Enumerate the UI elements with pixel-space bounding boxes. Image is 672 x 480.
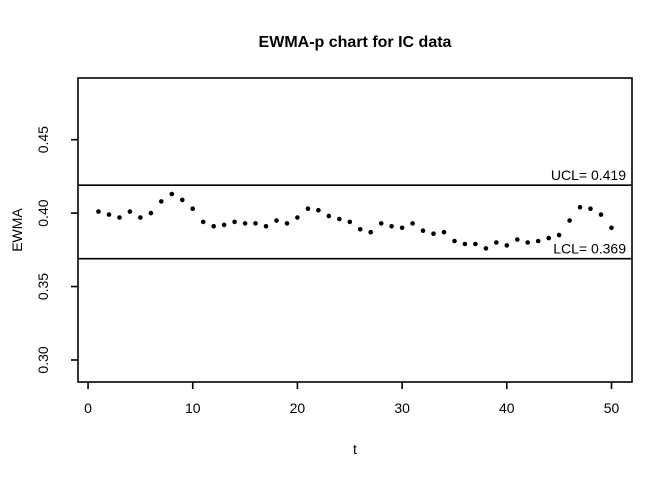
data-point	[242, 221, 248, 226]
data-point	[253, 221, 258, 226]
data-point	[525, 240, 530, 245]
data-point	[483, 246, 489, 251]
data-point	[221, 222, 227, 228]
x-tick-label: 30	[394, 400, 410, 416]
data-point	[326, 213, 332, 219]
data-point	[473, 241, 478, 247]
data-point	[284, 221, 290, 226]
data-point	[148, 210, 154, 216]
data-point	[211, 224, 216, 229]
x-tick-label: 40	[499, 400, 515, 416]
data-point	[441, 229, 447, 235]
data-point	[138, 215, 143, 220]
data-point	[263, 224, 269, 229]
data-point	[399, 225, 405, 231]
y-tick-label: 0.45	[35, 126, 51, 153]
y-tick-label: 0.30	[35, 346, 51, 373]
data-point	[462, 241, 468, 247]
plot-box	[77, 77, 633, 383]
data-point	[274, 218, 279, 223]
data-point	[190, 206, 195, 211]
data-point	[368, 229, 374, 235]
data-point	[232, 219, 237, 225]
chart-title: EWMA-p chart for IC data	[259, 34, 452, 51]
data-point	[515, 237, 520, 242]
data-point	[609, 225, 614, 231]
data-point	[431, 231, 436, 236]
data-point	[357, 227, 363, 232]
data-point	[316, 207, 321, 213]
data-point	[117, 215, 122, 220]
data-point	[106, 212, 112, 217]
data-point	[567, 218, 572, 223]
data-point	[305, 206, 311, 211]
x-tick-label: 10	[185, 400, 201, 416]
data-point	[504, 243, 510, 248]
x-axis-label: t	[353, 441, 357, 457]
data-point	[588, 206, 593, 211]
data-point	[127, 209, 133, 214]
chart-built-layer: 0 10 20 30 40 50 0.30 0.35 0.40 0.45	[35, 77, 633, 416]
data-point	[577, 204, 583, 210]
data-point	[180, 197, 185, 203]
data-point	[169, 191, 175, 197]
data-point	[295, 215, 300, 220]
data-point	[494, 240, 499, 245]
data-point	[347, 219, 353, 225]
data-point	[535, 238, 541, 244]
lcl-label: LCL= 0.369	[553, 241, 626, 257]
data-point	[159, 199, 164, 204]
data-point	[556, 232, 562, 238]
data-point	[96, 209, 101, 214]
data-point	[420, 228, 426, 233]
data-point	[200, 219, 206, 225]
data-point	[389, 224, 394, 229]
data-point	[378, 221, 384, 226]
data-point	[452, 238, 457, 244]
y-tick-label: 0.35	[35, 273, 51, 300]
ucl-label: UCL= 0.419	[551, 167, 626, 183]
x-tick-label: 50	[604, 400, 620, 416]
y-tick-label: 0.40	[35, 199, 51, 226]
data-point	[598, 212, 604, 217]
y-axis-label: EWMA	[9, 208, 25, 252]
data-point	[337, 216, 342, 222]
x-tick-label: 20	[290, 400, 306, 416]
data-point	[410, 221, 415, 226]
x-tick-label: 0	[84, 400, 92, 416]
data-point	[546, 235, 551, 241]
